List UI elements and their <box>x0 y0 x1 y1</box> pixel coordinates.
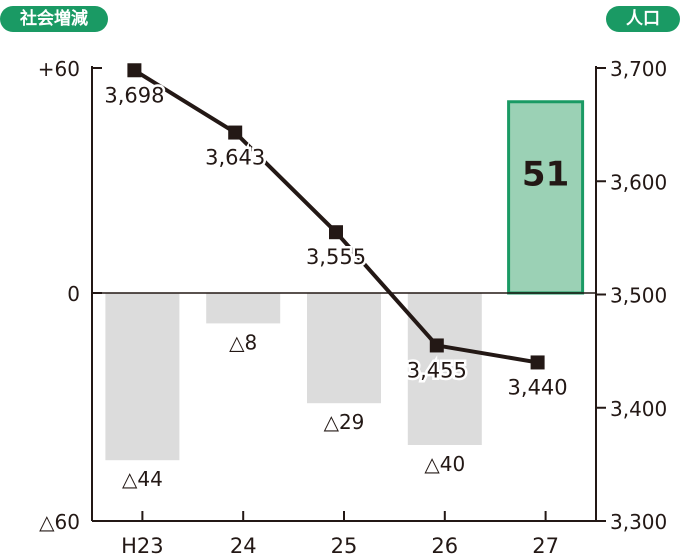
bar-label-1: △8 <box>229 330 257 354</box>
left-tick-label-0: +60 <box>38 57 80 81</box>
bar-2 <box>307 293 381 404</box>
line-series <box>127 63 545 370</box>
right-tick-label-1: 3,600 <box>610 170 667 194</box>
left-tick-label-1: 0 <box>67 282 80 306</box>
x-tick-label-3: 26 <box>431 534 458 558</box>
right-tick-label-0: 3,700 <box>610 57 667 81</box>
population-label-1: 3,643 <box>205 146 265 170</box>
right-tick-label-2: 3,500 <box>610 284 667 308</box>
x-tick-label-4: 27 <box>532 534 559 558</box>
bar-label-3: △40 <box>424 452 465 476</box>
bar-series <box>105 100 585 461</box>
population-marker-3 <box>429 338 444 353</box>
population-axis-badge: 人口 <box>606 6 680 32</box>
left-tick-label-2: △60 <box>39 510 80 534</box>
chart-axes: +60 0 △60 3,700 3,600 3,500 3,400 3,300 H23 24 25 2… <box>38 57 667 558</box>
population-marker-4 <box>530 355 545 370</box>
bar-3 <box>407 293 482 445</box>
social-change-axis-badge: 社会増減 <box>0 6 108 32</box>
population-label-4: 3,440 <box>508 375 568 399</box>
population-label-0: 3,698 <box>104 83 164 107</box>
population-label-2: 3,555 <box>306 245 366 269</box>
x-tick-label-1: 24 <box>230 534 257 558</box>
right-tick-label-3: 3,400 <box>610 397 667 421</box>
population-label-3: 3,455 <box>407 358 467 382</box>
chart-labels: 3,698 3,643 3,555 3,455 3,440 △44 △8 △29 △40 51 <box>102 81 570 491</box>
bar-label-0: △44 <box>122 467 163 491</box>
population-marker-1 <box>228 125 243 140</box>
right-tick-label-4: 3,300 <box>610 510 667 534</box>
population-marker-2 <box>329 225 343 240</box>
bar-1 <box>206 293 281 324</box>
bar-label-4: 51 <box>522 154 569 194</box>
population-marker-0 <box>127 63 142 78</box>
bar-label-2: △29 <box>324 410 365 434</box>
x-tick-label-2: 25 <box>331 534 358 558</box>
bar-0 <box>105 293 180 461</box>
x-tick-label-0: H23 <box>121 534 164 558</box>
bar-4 <box>507 100 585 295</box>
